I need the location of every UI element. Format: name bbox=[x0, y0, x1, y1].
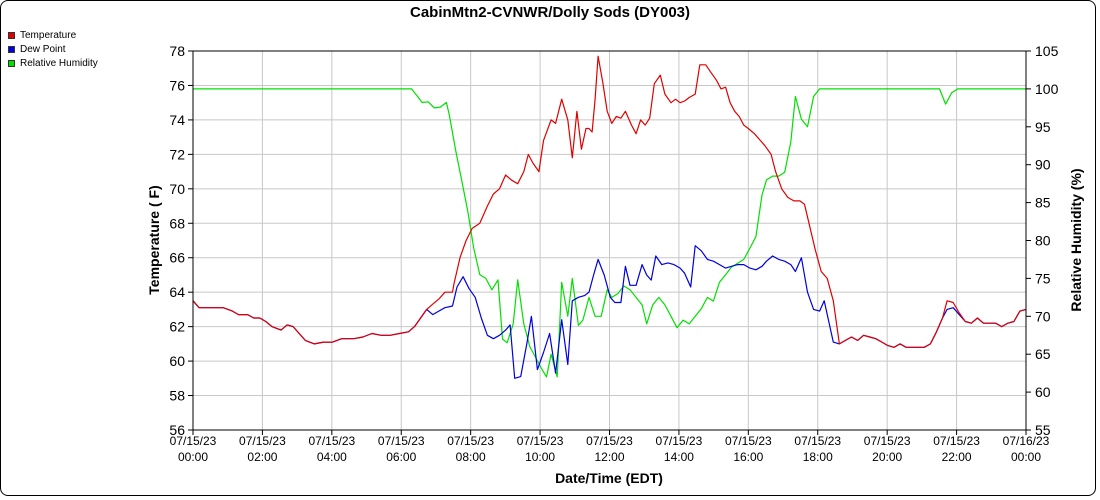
x-tick-label-date: 07/15/23 bbox=[517, 434, 564, 448]
x-tick-label-time: 04:00 bbox=[317, 450, 347, 464]
y-axis-label: Temperature ( F) bbox=[146, 185, 162, 294]
y-tick-label: 74 bbox=[169, 112, 185, 128]
grid bbox=[192, 50, 1027, 431]
y-tick-label: 76 bbox=[169, 77, 185, 93]
x-tick-label-time: 20:00 bbox=[872, 450, 902, 464]
x-tick-label-date: 07/16/23 bbox=[1003, 434, 1050, 448]
x-tick-label-date: 07/15/23 bbox=[239, 434, 286, 448]
x-tick-label-time: 12:00 bbox=[594, 450, 624, 464]
y-tick-label: 64 bbox=[169, 284, 185, 300]
y-tick-label: 56 bbox=[169, 422, 185, 438]
y-tick-label: 58 bbox=[169, 388, 185, 404]
y-right-tick-label: 85 bbox=[1035, 195, 1051, 211]
y-tick-label: 68 bbox=[169, 215, 185, 231]
x-axis-label: Date/Time (EDT) bbox=[555, 470, 663, 486]
x-tick-label-time: 00:00 bbox=[178, 450, 208, 464]
y-right-tick-label: 65 bbox=[1035, 346, 1051, 362]
legend-swatch bbox=[8, 45, 15, 53]
axes: 56 58 60 62 64 66 68 70 72 74 76 78 55 60 65 70 75 80 85 90… bbox=[169, 43, 1058, 464]
plot-border bbox=[192, 50, 1027, 431]
x-tick-label-time: 06:00 bbox=[386, 450, 416, 464]
x-tick-label-date: 07/15/23 bbox=[725, 434, 772, 448]
y-right-tick-label: 60 bbox=[1035, 384, 1051, 400]
legend-swatch bbox=[8, 59, 15, 67]
series-layer bbox=[192, 55, 1027, 379]
legend-item: Relative Humidity bbox=[8, 56, 98, 70]
legend: Temperature Dew Point Relative Humidity bbox=[8, 28, 98, 70]
x-tick-label-time: 16:00 bbox=[733, 450, 763, 464]
x-tick-label-date: 07/15/23 bbox=[378, 434, 425, 448]
y-tick-label: 70 bbox=[169, 181, 185, 197]
x-tick-label-date: 07/15/23 bbox=[864, 434, 911, 448]
y-tick-label: 66 bbox=[169, 250, 185, 266]
y-right-tick-label: 95 bbox=[1035, 119, 1051, 135]
x-tick-label-date: 07/15/23 bbox=[933, 434, 980, 448]
x-tick-label-time: 22:00 bbox=[942, 450, 972, 464]
x-tick-label-time: 00:00 bbox=[1011, 450, 1041, 464]
x-tick-label-date: 07/15/23 bbox=[170, 434, 217, 448]
y-tick-label: 62 bbox=[169, 319, 185, 335]
y-tick-label: 78 bbox=[169, 43, 185, 59]
y-right-tick-label: 105 bbox=[1035, 43, 1059, 59]
legend-label: Relative Humidity bbox=[20, 57, 98, 69]
y-right-tick-label: 70 bbox=[1035, 308, 1051, 324]
x-tick-label-date: 07/15/23 bbox=[656, 434, 703, 448]
legend-swatch bbox=[8, 31, 15, 39]
legend-item: Dew Point bbox=[8, 42, 98, 56]
x-tick-label-time: 14:00 bbox=[664, 450, 694, 464]
relative-humidity-line bbox=[193, 88, 1026, 378]
y-right-tick-label: 75 bbox=[1035, 270, 1051, 286]
x-tick-label-date: 07/15/23 bbox=[308, 434, 355, 448]
y-tick-label: 60 bbox=[169, 353, 185, 369]
y-right-tick-label: 90 bbox=[1035, 157, 1051, 173]
y-axis-right-label: Relative Humidity (%) bbox=[1068, 168, 1084, 311]
x-tick-label-date: 07/15/23 bbox=[586, 434, 633, 448]
x-tick-label-time: 02:00 bbox=[247, 450, 277, 464]
x-tick-label-time: 18:00 bbox=[803, 450, 833, 464]
x-tick-label-time: 10:00 bbox=[525, 450, 555, 464]
y-tick-label: 72 bbox=[169, 146, 185, 162]
x-tick-label-date: 07/15/23 bbox=[794, 434, 841, 448]
y-right-tick-label: 80 bbox=[1035, 233, 1051, 249]
legend-label: Temperature bbox=[20, 29, 77, 41]
x-tick-label-date: 07/15/23 bbox=[447, 434, 494, 448]
legend-item: Temperature bbox=[8, 28, 98, 42]
temperature-line bbox=[192, 55, 1027, 348]
x-tick-label-time: 08:00 bbox=[456, 450, 486, 464]
legend-label: Dew Point bbox=[20, 43, 66, 55]
chart-title: CabinMtn2-CVNWR/Dolly Sods (DY003) bbox=[409, 4, 691, 21]
y-right-tick-label: 100 bbox=[1035, 81, 1059, 97]
y-right-tick-label: 55 bbox=[1035, 422, 1051, 438]
